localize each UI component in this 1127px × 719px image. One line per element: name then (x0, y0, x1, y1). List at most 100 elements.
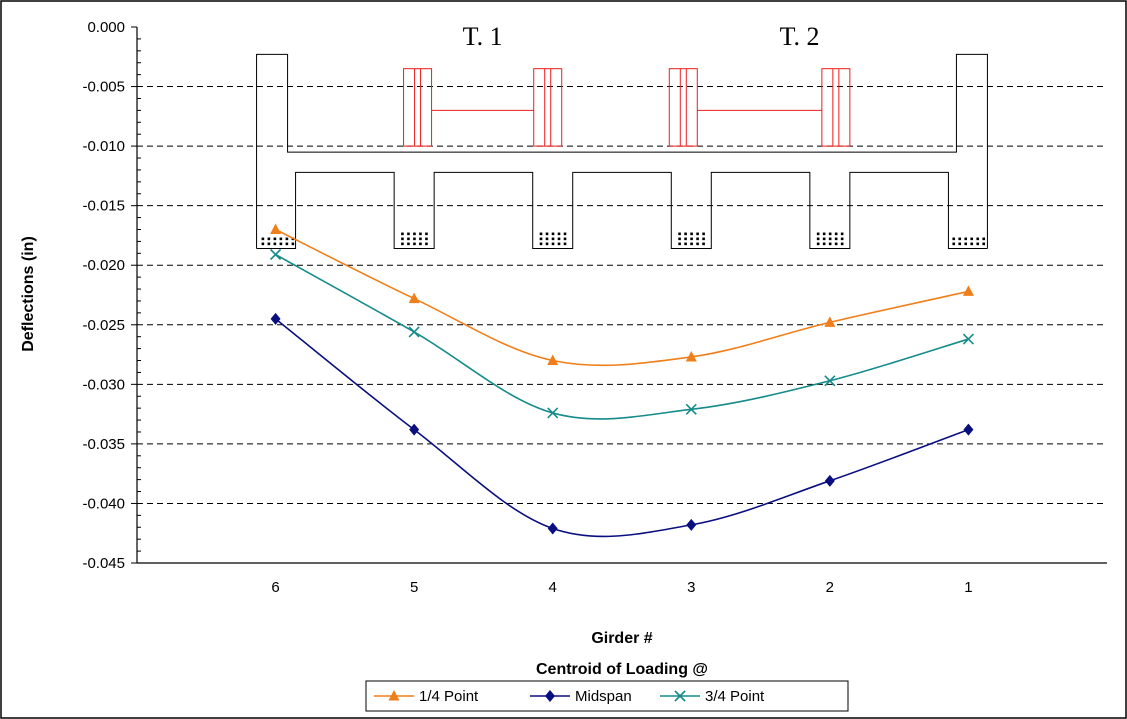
strand-dot (401, 232, 404, 236)
strand-dot (419, 237, 422, 241)
triangle-marker (824, 316, 836, 327)
strand-dot (285, 237, 289, 241)
strand-dot (413, 242, 416, 246)
strand-dot (557, 242, 561, 246)
strand-dot (273, 237, 277, 241)
strand-dot (678, 232, 681, 236)
x-tick-label: 4 (549, 579, 557, 596)
strand-dot (822, 232, 826, 236)
strand-dot (702, 237, 705, 241)
strand-dot (970, 242, 974, 246)
truck-wheel-group (403, 68, 433, 147)
x-marker (408, 326, 420, 338)
strand-dot (407, 237, 410, 241)
y-tick-label: 0.000 (87, 19, 125, 36)
x-tick-label: 2 (826, 579, 834, 596)
strand-dot (261, 242, 265, 246)
strand-dot (539, 242, 543, 246)
strand-dot (828, 242, 832, 246)
strand-dot (982, 242, 986, 246)
y-tick-label: -0.020 (82, 257, 125, 274)
strand-dot (279, 237, 283, 241)
strand-dot (834, 242, 838, 246)
strand-dot (952, 242, 956, 246)
diamond-marker (824, 474, 835, 487)
strand-dot (834, 232, 838, 236)
series-lines (270, 223, 974, 538)
strand-dot (958, 237, 962, 241)
truck-wheel-group (821, 68, 851, 147)
triangle-marker (547, 354, 559, 366)
strand-dot (822, 237, 826, 241)
strand-dot (958, 242, 962, 246)
strand-dot (425, 232, 428, 236)
strand-dot (539, 237, 543, 241)
strand-dot (419, 242, 422, 246)
diamond-marker (270, 312, 281, 325)
strand-dot (702, 232, 705, 236)
series-1-4-point (270, 223, 974, 367)
strand-dot (413, 237, 416, 241)
triangle-marker (270, 223, 282, 234)
diamond-marker (686, 518, 697, 531)
strand-dot (834, 237, 838, 241)
strand-dot (684, 232, 687, 236)
legend: 1/4 Point Midspan 3/4 Point (365, 680, 849, 712)
strand-dot (690, 242, 693, 246)
strand-dot (273, 242, 277, 246)
strand-dot (964, 237, 968, 241)
strand-dot (828, 237, 832, 241)
strand-dot (279, 242, 283, 246)
series-midspan (270, 312, 974, 538)
strand-dot (690, 232, 693, 236)
strand-dot (976, 242, 980, 246)
x-tick-label: 1 (964, 579, 972, 596)
triangle-marker (962, 285, 974, 296)
diamond-marker (963, 423, 974, 436)
strand-dot (563, 232, 567, 236)
truck-1-label: T. 1 (463, 22, 503, 51)
legend-box (365, 680, 849, 712)
strand-dot (401, 237, 404, 241)
gridlines (137, 86, 1107, 504)
strand-dot (557, 237, 561, 241)
triangle-marker (408, 292, 420, 304)
strand-dot (964, 242, 968, 246)
strand-dot (425, 242, 428, 246)
strand-dot (401, 242, 404, 246)
strand-dot (816, 232, 820, 236)
y-tick-label: -0.005 (82, 79, 125, 96)
strand-dot (551, 232, 555, 236)
diamond-marker (547, 522, 558, 535)
x-tick-label: 6 (271, 579, 279, 596)
strand-dot (551, 242, 555, 246)
axes: 0.000 -0.005 -0.010 -0.015 -0.020 -0.025 -0.03… (82, 19, 1107, 596)
x-axis-title: Girder # (591, 630, 652, 647)
x-marker (547, 407, 559, 419)
strand-dot (952, 237, 956, 241)
strand-dot (696, 232, 699, 236)
strand-dot (982, 237, 986, 241)
truck-2-label: T. 2 (780, 22, 820, 51)
strand-dot (563, 237, 567, 241)
strand-dot (678, 242, 681, 246)
strand-dot (840, 242, 844, 246)
strand-dot (702, 242, 705, 246)
x-tick-label: 5 (410, 579, 418, 596)
strand-dot (545, 232, 549, 236)
diamond-marker (409, 423, 420, 436)
strand-dot (557, 232, 561, 236)
y-tick-label: -0.040 (82, 495, 125, 512)
strand-dot (419, 232, 422, 236)
y-tick-label: -0.010 (82, 138, 125, 155)
diamond-marker (545, 690, 555, 702)
strand-dot (539, 232, 543, 236)
girder-bottom-outline (256, 171, 988, 250)
legend-label: 3/4 Point (705, 688, 765, 705)
strand-dot (407, 232, 410, 236)
strand-dot (976, 237, 980, 241)
strand-dot (267, 237, 271, 241)
strand-dot (267, 242, 271, 246)
